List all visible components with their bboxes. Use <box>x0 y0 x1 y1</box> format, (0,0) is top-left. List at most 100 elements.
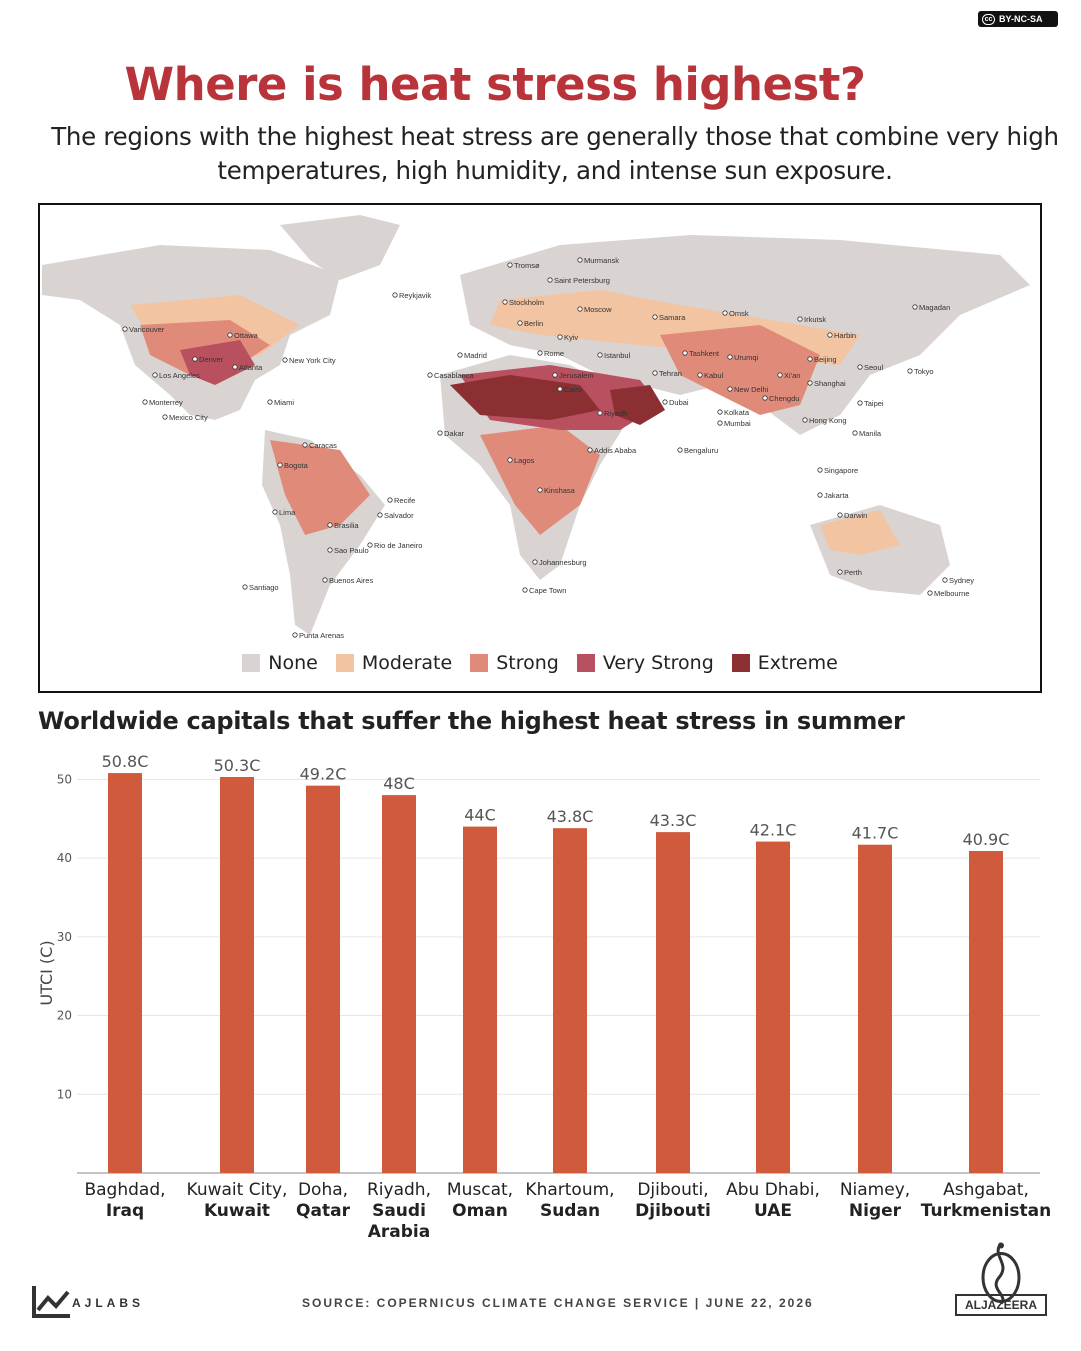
city-label: Santiago <box>249 583 279 592</box>
city-marker <box>502 299 508 305</box>
city-marker <box>272 509 278 515</box>
city-label: Kinshasa <box>544 486 576 495</box>
city-label: Magadan <box>919 303 950 312</box>
city-marker <box>837 569 843 575</box>
heat-stress-map: Tromsø Murmansk Saint Petersburg Reykjavik S… <box>38 203 1042 693</box>
city-marker <box>762 395 768 401</box>
city-marker <box>652 370 658 376</box>
city-marker <box>327 522 333 528</box>
legend-item-moderate: Moderate <box>335 652 453 674</box>
city-marker <box>907 368 913 374</box>
city-label: Stockholm <box>509 298 544 307</box>
city-marker <box>817 492 823 498</box>
creative-commons-icon: cc <box>982 13 995 25</box>
city-marker <box>557 334 563 340</box>
city-label: Hong Kong <box>809 416 847 425</box>
x-tick-label: Qatar <box>296 1201 351 1221</box>
city-marker <box>807 356 813 362</box>
city-label: Reykjavik <box>399 291 431 300</box>
city-marker <box>662 399 668 405</box>
y-tick-label: 50 <box>57 772 72 786</box>
city-label: Johannesburg <box>539 558 587 567</box>
legend-label: Moderate <box>361 652 453 674</box>
city-label: Buenos Aires <box>329 576 373 585</box>
bar <box>969 851 1003 1173</box>
license-label: BY-NC-SA <box>999 14 1043 24</box>
x-tick-label: Turkmenistan <box>921 1201 1052 1221</box>
city-label: Monterrey <box>149 398 183 407</box>
city-label: Saint Petersburg <box>554 276 610 285</box>
city-label: Denver <box>199 355 224 364</box>
city-marker <box>557 386 563 392</box>
city-marker <box>437 430 443 436</box>
city-marker <box>277 462 283 468</box>
city-label: Miami <box>274 398 294 407</box>
city-label: Ottawa <box>234 331 259 340</box>
bar <box>656 832 690 1173</box>
bar-value-label: 44C <box>464 806 496 825</box>
city-label: Riyadh <box>604 409 627 418</box>
city-label: Salvador <box>384 511 414 520</box>
bar-value-label: 40.9C <box>963 830 1010 849</box>
city-label: Rome <box>544 349 564 358</box>
city-label: Kabul <box>704 371 724 380</box>
city-marker <box>232 364 238 370</box>
bar <box>108 773 142 1173</box>
city-marker <box>682 350 688 356</box>
license-badge: cc BY-NC-SA <box>978 11 1058 27</box>
legend-item-extreme: Extreme <box>731 652 838 674</box>
city-marker <box>777 372 783 378</box>
y-tick-label: 30 <box>57 930 72 944</box>
city-label: Punta Arenas <box>299 631 344 640</box>
x-tick-label: Iraq <box>106 1201 144 1221</box>
city-label: Mexico City <box>169 413 208 422</box>
city-label: Darwin <box>844 511 867 520</box>
city-label: Chengdu <box>769 394 799 403</box>
legend-swatch <box>335 654 354 672</box>
x-tick-label: Djibouti, <box>637 1180 708 1200</box>
legend-item-strong: Strong <box>470 652 559 674</box>
world-map: Tromsø Murmansk Saint Petersburg Reykjavik S… <box>42 215 1030 640</box>
city-label: Caracas <box>309 441 337 450</box>
x-tick-label: Abu Dhabi, <box>726 1180 820 1200</box>
city-label: Jerusalem <box>559 371 594 380</box>
city-marker <box>517 320 523 326</box>
city-marker <box>227 332 233 338</box>
city-marker <box>537 487 543 493</box>
city-marker <box>322 577 328 583</box>
city-label: Los Angeles <box>159 371 200 380</box>
x-tick-label: UAE <box>754 1201 792 1221</box>
city-label: Beijing <box>814 355 837 364</box>
x-tick-label: Baghdad, <box>84 1180 165 1200</box>
city-label: Sao Paulo <box>334 546 369 555</box>
page-subtitle: The regions with the highest heat stress… <box>51 122 1059 185</box>
bar-value-label: 42.1C <box>750 821 797 840</box>
city-marker <box>547 277 553 283</box>
city-marker <box>717 409 723 415</box>
city-marker <box>597 410 603 416</box>
city-label: Kyiv <box>564 333 578 342</box>
city-marker <box>457 352 463 358</box>
city-marker <box>807 380 813 386</box>
strong-zone-africa <box>480 425 600 535</box>
city-marker <box>912 304 918 310</box>
city-label: Moscow <box>584 305 612 314</box>
city-marker <box>282 357 288 363</box>
city-marker <box>152 372 158 378</box>
city-marker <box>697 372 703 378</box>
city-marker <box>717 420 723 426</box>
city-label: Mumbai <box>724 419 751 428</box>
city-label: Brasilia <box>334 521 359 530</box>
very-strong-zone-na <box>180 340 255 385</box>
city-marker <box>652 314 658 320</box>
legend-swatch <box>731 654 750 672</box>
bar-value-label: 49.2C <box>300 765 347 784</box>
bar <box>306 785 340 1173</box>
city-marker <box>367 542 373 548</box>
city-label: Dubai <box>669 398 689 407</box>
x-tick-label: Arabia <box>368 1222 430 1242</box>
strong-zone-asia <box>660 325 820 415</box>
city-label: Murmansk <box>584 256 619 265</box>
city-marker <box>817 467 823 473</box>
extreme-zone-sahara <box>450 375 600 420</box>
